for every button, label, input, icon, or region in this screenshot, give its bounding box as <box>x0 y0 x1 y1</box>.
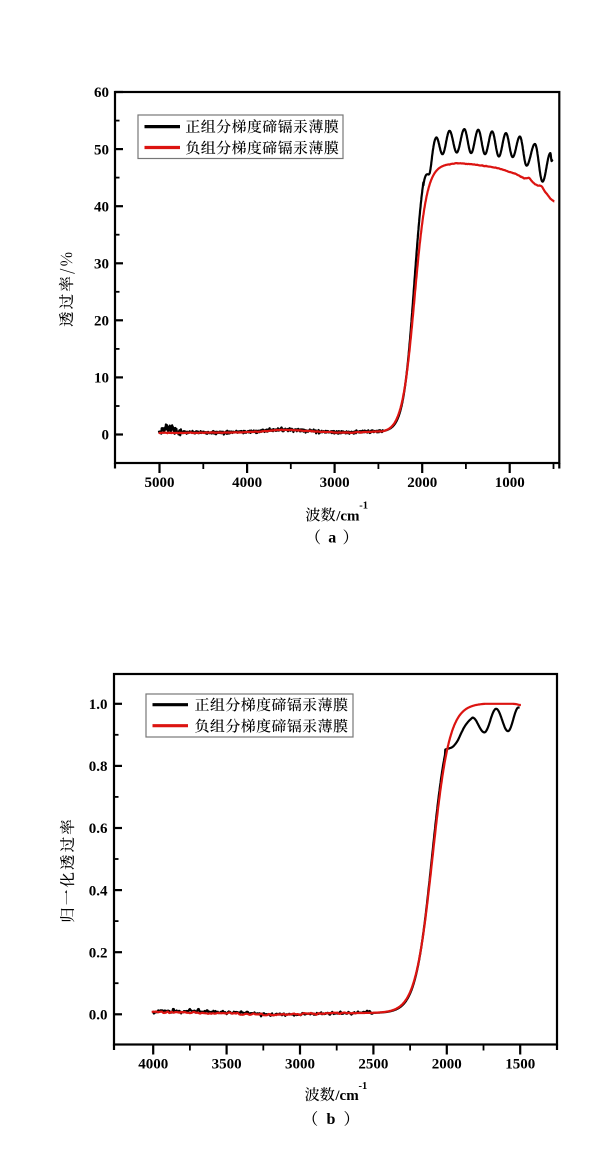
svg-text:50: 50 <box>94 142 109 158</box>
svg-text:40: 40 <box>94 199 109 215</box>
svg-text:0.6: 0.6 <box>89 821 108 837</box>
svg-text:2500: 2500 <box>358 1057 388 1073</box>
svg-text:3000: 3000 <box>285 1057 315 1073</box>
svg-text:-1: -1 <box>359 501 368 512</box>
svg-text:4000: 4000 <box>138 1057 168 1073</box>
svg-text:2000: 2000 <box>432 1057 462 1073</box>
svg-text:10: 10 <box>94 371 109 387</box>
svg-text:20: 20 <box>94 314 109 330</box>
svg-text:1.0: 1.0 <box>89 697 108 713</box>
svg-text:/cm: /cm <box>335 508 360 524</box>
svg-text:0.0: 0.0 <box>89 1008 108 1024</box>
svg-text:30: 30 <box>94 257 109 273</box>
svg-text:1500: 1500 <box>505 1057 535 1073</box>
svg-text:0: 0 <box>102 428 110 444</box>
svg-text:0.2: 0.2 <box>89 945 108 961</box>
svg-text:4000: 4000 <box>232 475 262 491</box>
svg-text:2000: 2000 <box>407 475 437 491</box>
svg-text:3500: 3500 <box>212 1057 242 1073</box>
svg-text:/cm: /cm <box>334 1088 359 1104</box>
svg-text:-1: -1 <box>359 1081 368 1092</box>
svg-text:a: a <box>328 529 336 546</box>
svg-text:0.8: 0.8 <box>89 759 108 775</box>
svg-text:0.4: 0.4 <box>89 883 108 899</box>
svg-text:60: 60 <box>94 85 109 101</box>
svg-text:1000: 1000 <box>495 475 525 491</box>
svg-text:5000: 5000 <box>145 475 175 491</box>
svg-text:b: b <box>327 1111 336 1128</box>
svg-text:3000: 3000 <box>320 475 350 491</box>
